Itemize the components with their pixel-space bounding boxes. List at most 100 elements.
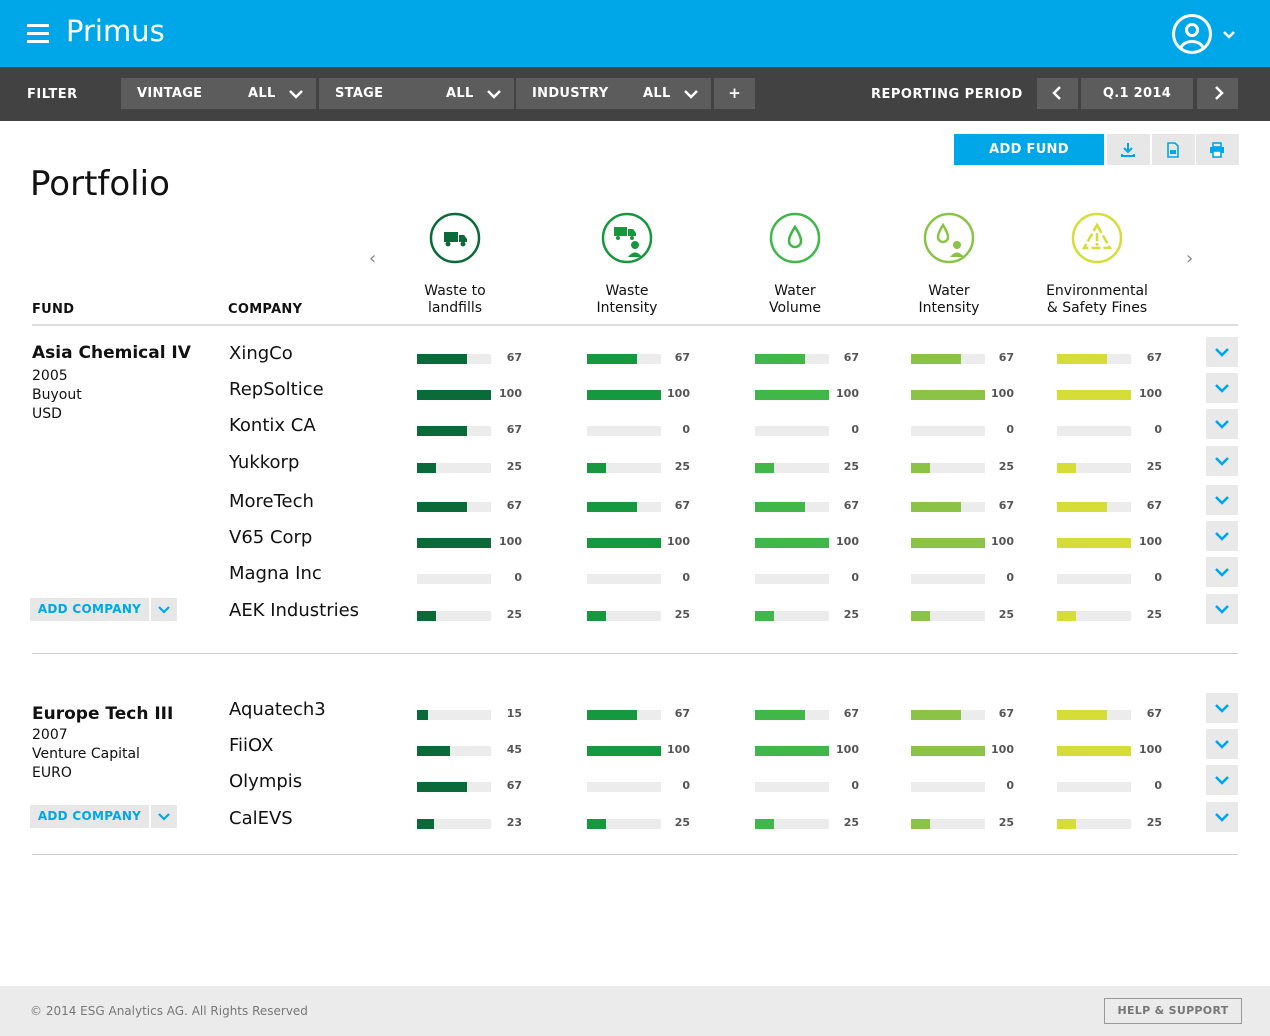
fund-currency: USD (32, 406, 62, 422)
company-name[interactable]: RepSoltice (229, 379, 324, 400)
company-name[interactable]: Olympis (229, 771, 303, 792)
company-name[interactable]: MoreTech (229, 491, 314, 512)
add-filter-button[interactable]: + (714, 78, 755, 109)
chevron-down-icon (1215, 704, 1229, 713)
metrics-next-arrow-icon[interactable]: › (1186, 248, 1194, 269)
download-icon (1121, 143, 1135, 157)
user-avatar-icon[interactable] (1172, 14, 1212, 54)
company-name[interactable]: AEK Industries (229, 600, 360, 621)
metric-value: 100 (991, 387, 1014, 400)
metric-value: 67 (506, 423, 522, 436)
add-company-button[interactable]: ADD COMPANY (30, 598, 149, 621)
metric-bar-fill (417, 354, 467, 364)
row-expand-button[interactable] (1206, 765, 1238, 795)
row-expand-button[interactable] (1206, 802, 1238, 832)
metric-value: 0 (1154, 779, 1162, 792)
row-expand-button[interactable] (1206, 337, 1238, 367)
company-name[interactable]: V65 Corp (229, 527, 313, 548)
metric-bar-fill (417, 463, 436, 473)
period-value[interactable]: Q.1 2014 (1081, 78, 1193, 109)
metric-bar-fill (587, 502, 637, 512)
chevron-down-icon (1215, 813, 1229, 822)
chevron-down-icon (1215, 776, 1229, 785)
fund-meta: 2005 Buyout USD (32, 367, 82, 424)
metric-value: 0 (851, 423, 859, 436)
row-expand-button[interactable] (1206, 446, 1238, 476)
metric-bar (755, 538, 829, 548)
metric-value: 100 (836, 535, 859, 548)
row-expand-button[interactable] (1206, 409, 1238, 439)
table-row: AEK Industries 25 25 25 25 25 (0, 594, 1270, 634)
add-fund-button[interactable]: ADD FUND (954, 134, 1104, 165)
vintage-label: VINTAGE (137, 86, 203, 101)
metric-bar (911, 463, 985, 473)
stage-select[interactable]: STAGE ALL (319, 78, 514, 109)
metric-value: 25 (506, 460, 522, 473)
metric-bar (587, 426, 661, 436)
industry-select[interactable]: INDUSTRY ALL (516, 78, 711, 109)
metric-value: 25 (674, 608, 690, 621)
metric-bar-fill (417, 538, 491, 548)
copyright: © 2014 ESG Analytics AG. All Rights Rese… (30, 1004, 308, 1018)
download-button[interactable] (1107, 134, 1150, 165)
metric-value: 0 (682, 571, 690, 584)
metric-value: 45 (506, 743, 522, 756)
vintage-select[interactable]: VINTAGE ALL (121, 78, 316, 109)
table-row: MoreTech 67 67 67 67 67 (0, 485, 1270, 525)
metric-bar-fill (911, 538, 985, 548)
metric-value: 67 (674, 707, 690, 720)
metric-bar-fill (417, 502, 467, 512)
row-expand-button[interactable] (1206, 485, 1238, 515)
add-company-menu-button[interactable] (151, 805, 177, 828)
footer: © 2014 ESG Analytics AG. All Rights Rese… (0, 986, 1270, 1036)
menu-icon[interactable] (27, 24, 49, 43)
row-expand-button[interactable] (1206, 557, 1238, 587)
add-company-menu-button[interactable] (151, 598, 177, 621)
chevron-down-icon (1215, 496, 1229, 505)
metric-bar (587, 611, 661, 621)
chevron-down-icon[interactable] (1222, 28, 1236, 42)
company-name[interactable]: CalEVS (229, 808, 293, 829)
metric-bar (911, 538, 985, 548)
help-support-button[interactable]: HELP & SUPPORT (1104, 998, 1242, 1024)
company-name[interactable]: FiiOX (229, 735, 274, 756)
metric-bar-fill (755, 502, 805, 512)
company-name[interactable]: Aquatech3 (229, 699, 326, 720)
chevron-right-icon (1215, 86, 1224, 100)
waste-intensity-icon (601, 212, 653, 264)
company-name[interactable]: Kontix CA (229, 415, 316, 436)
pdf-button[interactable] (1152, 134, 1195, 165)
row-expand-button[interactable] (1206, 729, 1238, 759)
pdf-icon (1167, 142, 1179, 158)
metric-bar-fill (587, 390, 661, 400)
metric-value: 25 (674, 460, 690, 473)
period-next-button[interactable] (1197, 78, 1238, 109)
metric-bar (755, 426, 829, 436)
chevron-down-icon (487, 90, 501, 99)
metric-bar-fill (911, 611, 930, 621)
metric-label: Waste to landfills (424, 283, 486, 316)
company-name[interactable]: Yukkorp (229, 452, 300, 473)
fund-currency: EURO (32, 765, 72, 781)
company-name[interactable]: Magna Inc (229, 563, 322, 584)
metric-bar (1057, 782, 1131, 792)
period-prev-button[interactable] (1037, 78, 1078, 109)
metrics-prev-arrow-icon[interactable]: ‹ (369, 248, 377, 269)
company-name[interactable]: XingCo (229, 343, 293, 364)
metric-value: 25 (506, 608, 522, 621)
row-expand-button[interactable] (1206, 521, 1238, 551)
metric-value: 0 (1006, 423, 1014, 436)
row-expand-button[interactable] (1206, 373, 1238, 403)
row-expand-button[interactable] (1206, 693, 1238, 723)
metric-value: 25 (998, 608, 1014, 621)
industry-label: INDUSTRY (532, 86, 609, 101)
metric-value: 67 (506, 779, 522, 792)
table-row: XingCo 67 67 67 67 67 (0, 337, 1270, 377)
metric-bar-fill (587, 710, 637, 720)
metric-bar (587, 463, 661, 473)
add-company-button[interactable]: ADD COMPANY (30, 805, 149, 828)
metric-value: 23 (506, 816, 522, 829)
row-expand-button[interactable] (1206, 594, 1238, 624)
metric-value: 67 (1146, 351, 1162, 364)
print-button[interactable] (1196, 134, 1239, 165)
